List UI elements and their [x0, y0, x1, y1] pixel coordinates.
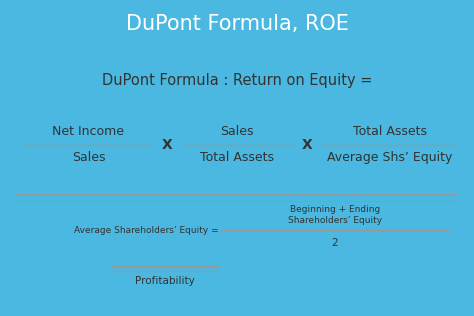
Text: X: X	[162, 138, 173, 152]
Text: DuPont Formula : Return on Equity =: DuPont Formula : Return on Equity =	[102, 73, 372, 88]
Text: Sales: Sales	[72, 151, 105, 164]
Text: Average Shareholders’ Equity =: Average Shareholders’ Equity =	[74, 226, 219, 235]
Text: X: X	[301, 138, 312, 152]
Text: DuPont Formula, ROE: DuPont Formula, ROE	[126, 15, 348, 34]
Text: Net Income: Net Income	[53, 125, 124, 138]
Text: Profitability: Profitability	[135, 276, 195, 286]
Text: Total Assets: Total Assets	[353, 125, 427, 138]
Text: Sales: Sales	[220, 125, 254, 138]
Text: 2: 2	[332, 238, 338, 248]
Text: Total Assets: Total Assets	[200, 151, 274, 164]
Text: Average Shs’ Equity: Average Shs’ Equity	[328, 151, 453, 164]
Text: Beginning + Ending
Shareholders’ Equity: Beginning + Ending Shareholders’ Equity	[288, 205, 382, 225]
